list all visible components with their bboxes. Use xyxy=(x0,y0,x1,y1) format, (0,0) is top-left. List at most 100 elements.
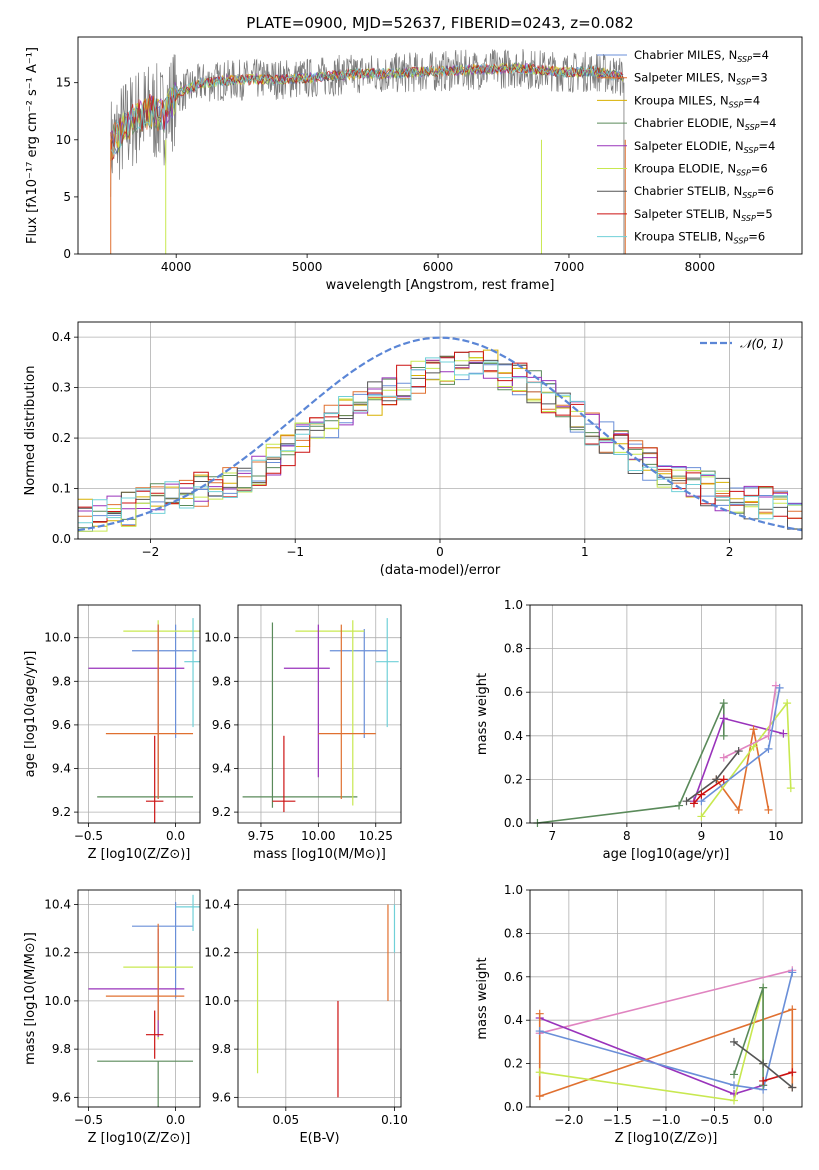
errorbar-point xyxy=(145,735,164,823)
plot-area xyxy=(535,966,797,1105)
errorbar-point xyxy=(318,624,376,800)
x-tick-label: 10 xyxy=(768,829,783,843)
weight-marker xyxy=(719,775,728,784)
y-tick-label: 9.6 xyxy=(212,718,231,732)
y-tick-label: 1.0 xyxy=(504,598,523,612)
weight-marker xyxy=(749,742,758,751)
histogram-5 xyxy=(78,357,802,532)
y-tick-label: 9.8 xyxy=(52,1042,71,1056)
x-axis-label: Z [log10(Z/Z⊙)] xyxy=(88,1131,191,1146)
weight-marker xyxy=(749,725,758,734)
y-axis-label: mass weight xyxy=(475,673,490,755)
x-axis-label: Z [log10(Z/Z⊙)] xyxy=(88,847,191,862)
x-tick-label: −0.5 xyxy=(74,1113,103,1127)
axes-frame xyxy=(237,604,402,824)
weight-marker xyxy=(697,790,706,799)
x-axis-label: (data-model)/error xyxy=(380,563,501,578)
y-axis-label: Normed distribution xyxy=(23,366,38,496)
weight-marker xyxy=(535,1009,544,1018)
y-tick-label: 9.8 xyxy=(212,1042,231,1056)
legend-entry: Chabrier STELIB, NSSP=6 xyxy=(634,184,774,200)
y-tick-label: 10.4 xyxy=(204,897,231,911)
legend-entry: Salpeter MILES, NSSP=3 xyxy=(634,71,768,87)
weight-marker xyxy=(675,801,684,810)
y-tick-label: 9.2 xyxy=(52,805,71,819)
x-tick-label: 10.00 xyxy=(301,829,335,843)
y-tick-label: 0.4 xyxy=(52,330,71,344)
y-axis-label: Flux [fλ10⁻¹⁷ erg cm⁻² s⁻¹ A⁻¹] xyxy=(25,47,40,244)
axes-frame xyxy=(77,36,803,255)
weight-line-6 xyxy=(762,1071,793,1082)
errorbar-point xyxy=(132,624,197,738)
x-tick-label: 10.25 xyxy=(359,829,393,843)
y-tick-label: 0 xyxy=(63,247,71,261)
y-tick-label: 10.2 xyxy=(204,946,231,960)
errorbar-point xyxy=(375,618,399,728)
x-tick-label: 4000 xyxy=(161,260,192,274)
x-tick-label: −2.0 xyxy=(554,1113,583,1127)
weight-marker xyxy=(719,699,728,708)
weight-line-1 xyxy=(539,1017,764,1095)
weight-marker xyxy=(730,1096,738,1105)
figure-title: PLATE=0900, MJD=52637, FIBERID=0243, z=0… xyxy=(246,14,633,32)
y-tick-label: 9.8 xyxy=(52,674,71,688)
weight-marker xyxy=(734,747,743,756)
y-tick-label: 10.0 xyxy=(204,631,231,645)
weight-marker xyxy=(788,968,797,977)
histogram-6 xyxy=(78,355,802,530)
weight-marker xyxy=(734,805,743,814)
panel-weight-vs-Z: −2.0 −1.5 −1.0 −0.5 0.0 0.0 0.2 0.4 0.6 0.8 1.0 Z [… xyxy=(475,883,803,1146)
x-tick-label: 2 xyxy=(726,545,734,559)
x-tick-label: 1 xyxy=(581,545,589,559)
weight-line-0 xyxy=(539,969,793,1034)
weight-marker xyxy=(786,784,795,793)
weight-marker xyxy=(535,1092,544,1101)
legend: Chabrier MILES, NSSP=4 Salpeter MILES, NS… xyxy=(597,48,776,246)
legend-entry: Kroupa STELIB, NSSP=6 xyxy=(634,230,765,246)
weight-marker xyxy=(730,1070,738,1079)
legend-entry: 𝒩(0, 1) xyxy=(740,337,784,351)
y-axis-label: mass [log10(M/M⊙)] xyxy=(23,932,38,1065)
panel-age-vs-Z: −0.5 0.0 9.2 9.4 9.6 9.8 10.0 Z [log10(Z/Z⊙)] ag… xyxy=(23,604,201,862)
x-tick-label: −2 xyxy=(142,545,160,559)
y-tick-label: 10.2 xyxy=(44,946,71,960)
axes-frame xyxy=(529,604,803,824)
x-tick-label: 9.75 xyxy=(248,829,275,843)
weight-marker xyxy=(689,799,698,808)
y-tick-label: 9.8 xyxy=(212,674,231,688)
x-axis-label: Z [log10(Z/Z⊙)] xyxy=(615,1131,718,1146)
y-tick-label: 9.4 xyxy=(212,762,231,776)
axes-frame xyxy=(77,889,201,1108)
y-tick-label: 0.8 xyxy=(504,642,523,656)
plot-area xyxy=(78,336,802,532)
x-tick-label: 6000 xyxy=(423,260,454,274)
errorbar-point xyxy=(97,1060,194,1107)
weight-marker xyxy=(788,1083,797,1092)
y-tick-label: 9.4 xyxy=(52,762,71,776)
weight-marker xyxy=(764,744,773,753)
x-tick-label: 8 xyxy=(623,829,631,843)
errorbar-point xyxy=(105,624,194,800)
x-tick-label: −0.5 xyxy=(700,1113,729,1127)
y-tick-label: 0.0 xyxy=(504,1100,523,1114)
weight-line-4 xyxy=(539,972,794,1091)
axes-frame xyxy=(77,604,201,824)
weight-marker xyxy=(730,1081,738,1090)
y-tick-label: 0.2 xyxy=(52,431,71,445)
panel-mass-vs-Z: −0.5 0.0 9.6 9.8 10.0 10.2 10.4 Z [log10(Z/Z⊙)]… xyxy=(23,889,201,1146)
errorbar-point xyxy=(283,624,330,778)
x-axis-label: E(B-V) xyxy=(299,1131,339,1146)
panel-residuals: −2 −1 0 1 2 0.0 0.1 0.2 0.3 0.4 (data-model)/error… xyxy=(23,321,803,578)
legend-entry: Kroupa MILES, NSSP=4 xyxy=(634,93,760,109)
errorbar-point xyxy=(132,902,194,999)
x-tick-label: 0.10 xyxy=(381,1113,408,1127)
weight-marker xyxy=(719,714,728,723)
legend-entry: Salpeter STELIB, NSSP=5 xyxy=(634,207,773,223)
errorbar-point xyxy=(175,894,200,931)
model-line-8 xyxy=(110,62,624,156)
panel-mass-vs-EBV: 0.05 0.10 9.6 9.8 10.0 10.2 10.4 E(B-V) xyxy=(204,889,408,1146)
errorbar-point xyxy=(329,628,388,738)
plot-area xyxy=(533,681,795,827)
